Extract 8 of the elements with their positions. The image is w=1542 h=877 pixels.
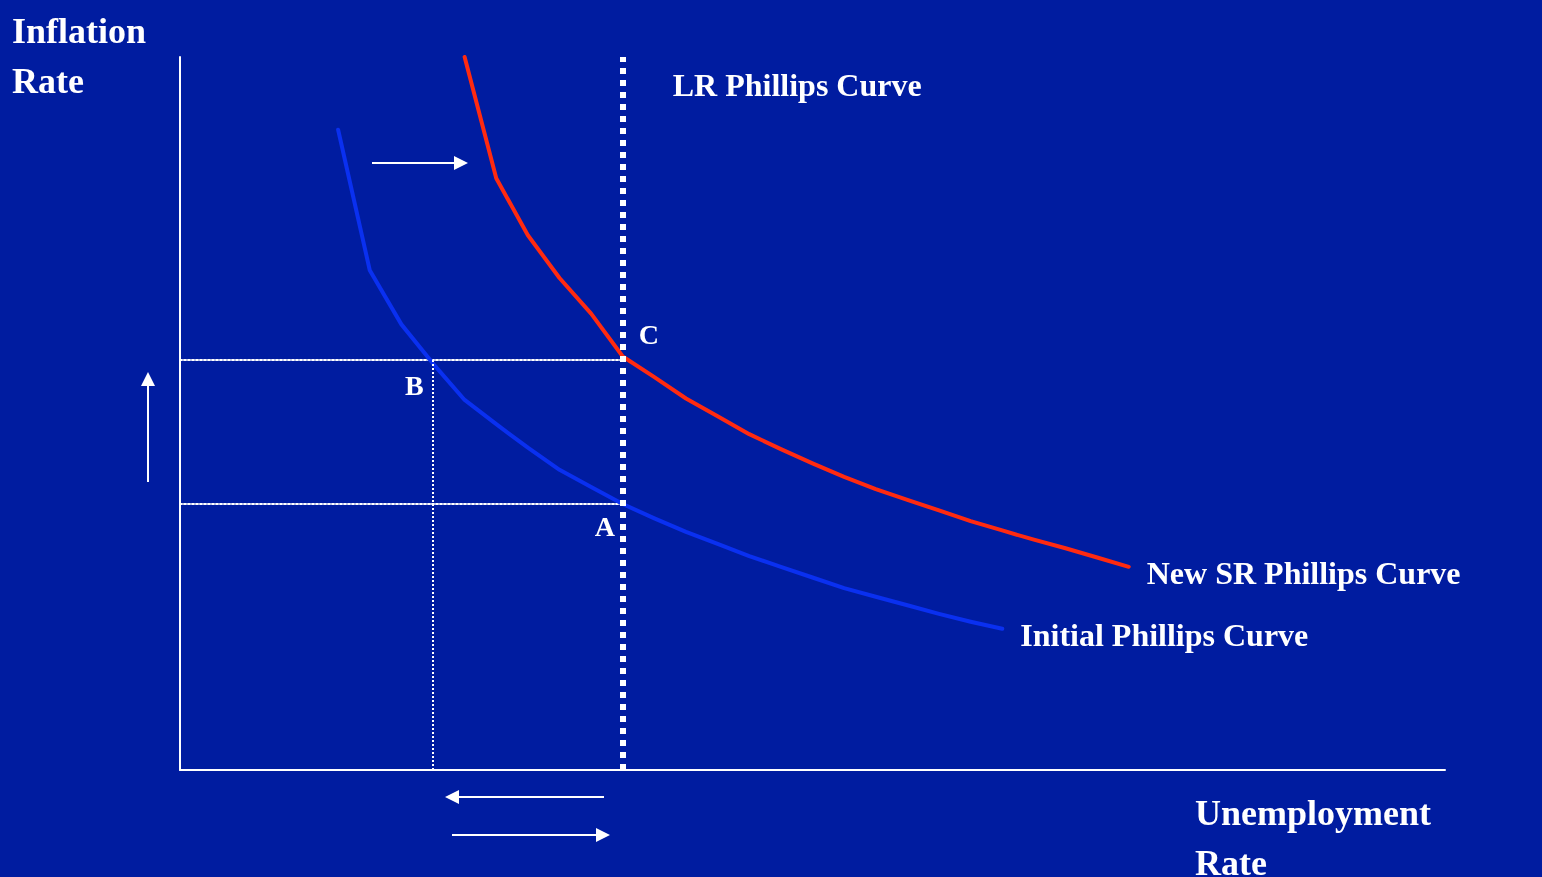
series-label: New SR Phillips Curve <box>1146 554 1461 591</box>
series-label: Initial Phillips Curve <box>1020 616 1309 653</box>
annotation: LR Phillips Curve <box>672 67 922 103</box>
annotation: B <box>405 370 424 402</box>
x-axis-title: Unemployment Rate <box>1195 793 1440 877</box>
annotation: A <box>594 510 616 542</box>
annotation: C <box>638 318 659 350</box>
y-axis-title: Inflation Rate <box>12 11 156 101</box>
